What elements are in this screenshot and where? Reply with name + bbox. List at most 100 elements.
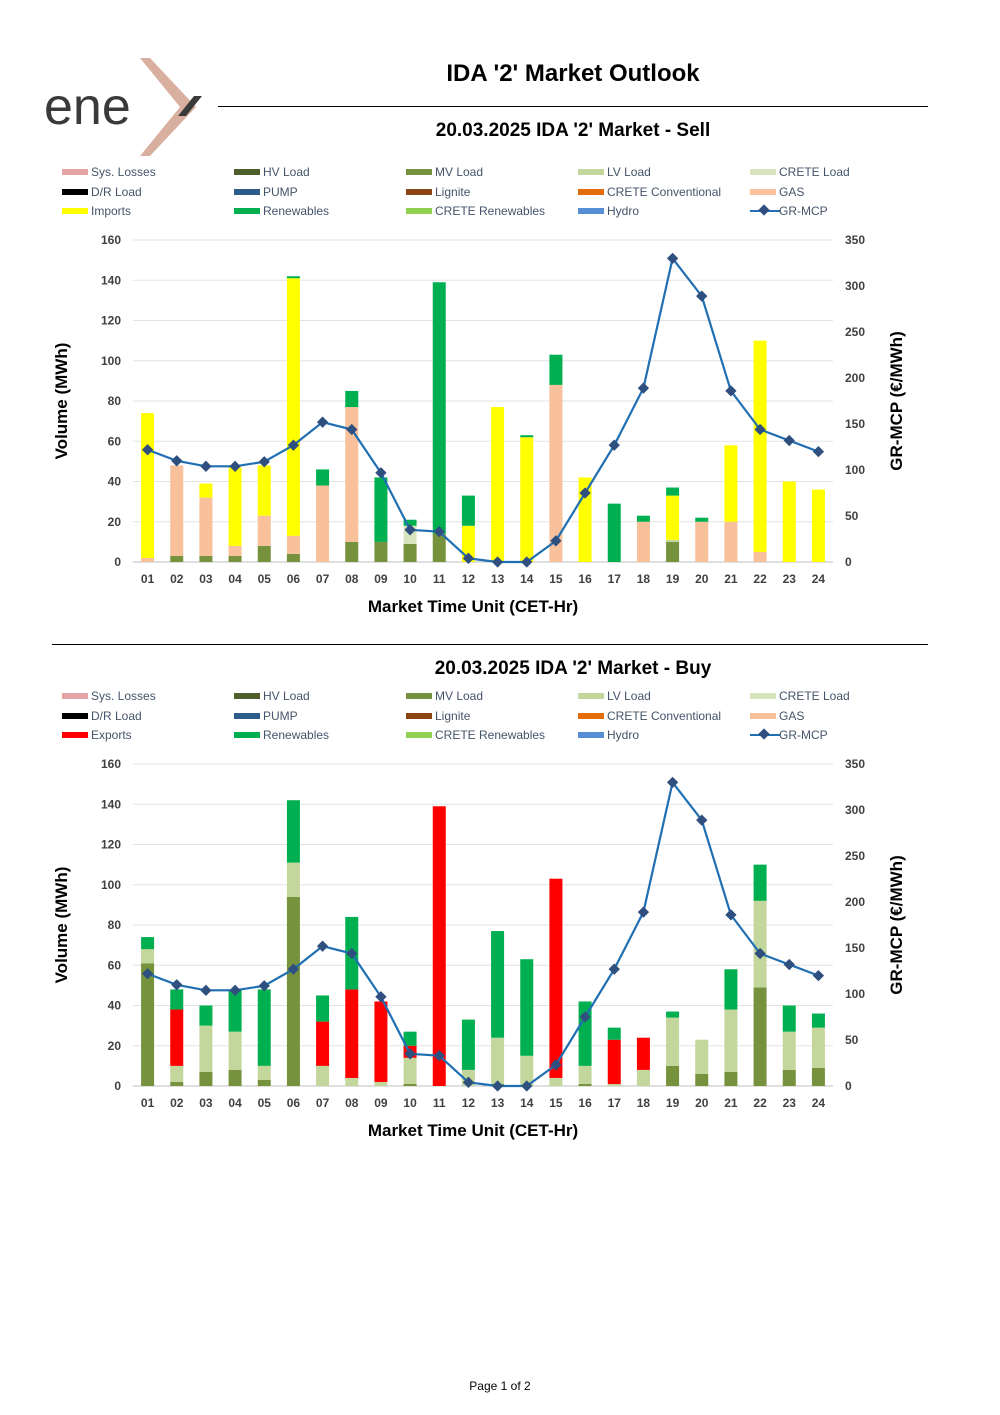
mcp-point (608, 963, 620, 975)
bar-lv-load (403, 1057, 417, 1084)
legend-swatch (406, 169, 432, 175)
y-tick-label: 80 (108, 918, 122, 932)
legend-swatch (234, 693, 260, 699)
bar-renewables (199, 1005, 213, 1026)
bar-mv-load (695, 1073, 709, 1086)
bar-renewables (636, 515, 650, 522)
bar-gas (257, 515, 271, 546)
bar-imports (491, 407, 505, 562)
x-tick-label: 08 (345, 1096, 359, 1110)
legend-label: Exports (91, 728, 132, 742)
bar-renewables (491, 931, 505, 1038)
mcp-point (725, 909, 737, 921)
x-tick-label: 07 (316, 572, 330, 586)
bar-lv-load (724, 1009, 738, 1072)
bar-mv-load (782, 1069, 796, 1086)
bar-gas (636, 521, 650, 562)
mcp-point (783, 958, 795, 971)
bar-lv-load (811, 1027, 825, 1068)
x-tick-label: 23 (783, 572, 797, 586)
bar-mv-load (578, 1083, 592, 1086)
bar-renewables (724, 969, 738, 1010)
legend-swatch (750, 712, 776, 719)
mcp-point (171, 979, 183, 991)
mcp-point (579, 1011, 591, 1023)
bar-renewables (141, 937, 155, 950)
bar-lv-load (228, 1031, 242, 1070)
y-tick-label: 100 (101, 878, 121, 892)
x-tick-label: 13 (491, 1096, 505, 1110)
x-tick-label: 01 (141, 1096, 155, 1110)
mcp-point (783, 434, 795, 447)
mcp-point (491, 1080, 504, 1092)
sell-chart-title: 20.03.2025 IDA '2' Market - Sell (435, 120, 711, 141)
mcp-point (462, 1076, 475, 1088)
legend-swatch (406, 732, 432, 738)
legend-swatch (750, 693, 776, 699)
mcp-point (433, 1049, 445, 1062)
bar-renewables (695, 517, 709, 522)
mcp-point (608, 439, 620, 451)
y-tick-label: 0 (114, 555, 121, 569)
bar-mv-load (432, 533, 446, 562)
mcp-point (404, 1048, 416, 1060)
bar-lv-load (491, 1037, 505, 1084)
bar-imports (666, 495, 680, 540)
x-tick-label: 12 (462, 572, 476, 586)
x-tick-label: 04 (228, 1096, 242, 1110)
x-tick-label: 10 (403, 1096, 417, 1110)
x-tick-label: 23 (783, 1096, 797, 1110)
bar-lv-load (520, 1055, 534, 1086)
legend-swatch (62, 693, 88, 699)
legend-label: Sys. Losses (91, 165, 156, 179)
bar-mv-load (141, 963, 155, 1086)
y2-tick-label: 200 (845, 371, 865, 385)
mcp-line (147, 255, 819, 564)
bar-renewables (316, 995, 330, 1022)
legend-label: PUMP (263, 184, 298, 199)
mcp-point (258, 980, 270, 992)
bar-mv-load (257, 545, 271, 562)
y2-tick-label: 300 (845, 279, 865, 293)
x-tick-label: 24 (812, 572, 826, 586)
y-tick-label: 120 (101, 314, 121, 328)
mcp-point (637, 906, 650, 918)
legend-swatch (62, 169, 88, 175)
x-tick-label: 16 (578, 1096, 592, 1110)
bar-renewables (811, 1013, 825, 1028)
x-tick-label: 17 (608, 572, 622, 586)
bar-renewables (607, 1027, 621, 1040)
page-title: IDA '2' Market Outlook (446, 60, 700, 87)
bar-renewables (432, 282, 446, 534)
y2-tick-label: 100 (845, 463, 865, 477)
mcp-point (433, 525, 445, 538)
legend-label: D/R Load (91, 708, 142, 723)
bar-imports (461, 525, 475, 562)
legend-swatch (234, 169, 260, 175)
bar-gas (286, 535, 300, 554)
y-tick-label: 0 (114, 1079, 121, 1093)
legend-label: CRETE Conventional (607, 184, 722, 199)
bar-lv-load (782, 1031, 796, 1070)
bar-lv-load (345, 1077, 359, 1086)
x-tick-label: 14 (520, 1096, 534, 1110)
legend-label: Sys. Losses (91, 689, 156, 703)
mcp-point (550, 535, 562, 547)
mcp-point (229, 984, 241, 996)
sell-chart: 0204060801001201401600501001502002503003… (52, 233, 906, 616)
y-tick-label: 20 (108, 1039, 122, 1053)
bar-mv-load (228, 1069, 242, 1086)
y2-tick-label: 250 (845, 325, 865, 339)
bar-mv-load (286, 553, 300, 562)
x-tick-label: 11 (433, 572, 446, 586)
legend-label: Renewables (263, 204, 330, 218)
bar-renewables (549, 354, 563, 385)
bar-mv-load (403, 543, 417, 562)
bar-imports (811, 489, 825, 562)
bar-mv-load (374, 541, 388, 562)
mcp-point (200, 984, 212, 996)
mcp-point (491, 556, 504, 568)
bar-gas (228, 545, 242, 556)
mcp-point (754, 423, 766, 436)
bar-imports (228, 467, 242, 546)
